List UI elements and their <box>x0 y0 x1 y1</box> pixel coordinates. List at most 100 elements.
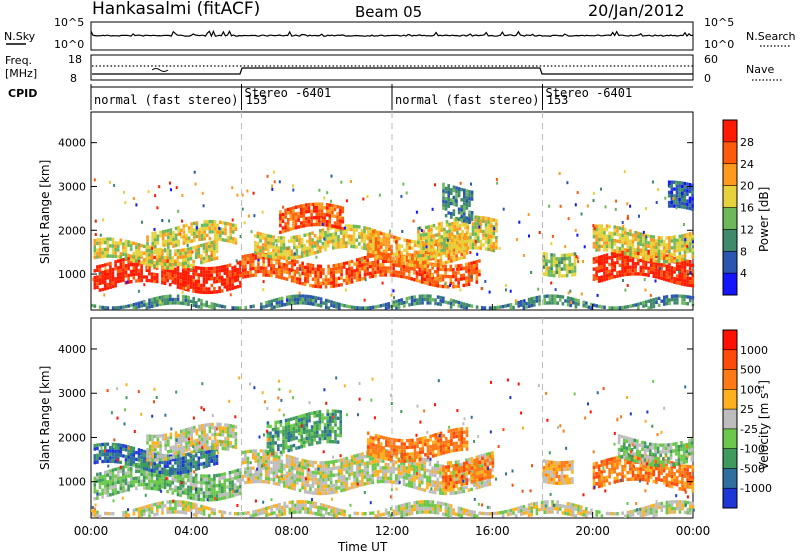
power-cell <box>194 245 198 249</box>
power-cell <box>338 215 342 220</box>
power-cell <box>306 298 310 302</box>
velocity-cell <box>306 473 310 477</box>
power-cell <box>614 207 617 211</box>
power-cell <box>530 270 533 274</box>
velocity-cell <box>358 483 362 487</box>
power-cell <box>158 255 162 259</box>
power-cell <box>326 240 330 244</box>
power-cell <box>101 264 104 268</box>
cpid-segment-label: normal (fast stereo) 153 <box>94 93 267 107</box>
power-cell <box>573 269 577 273</box>
power-cell <box>246 271 250 275</box>
power-cell <box>336 215 339 219</box>
power-cell <box>610 235 614 239</box>
power-cell <box>375 256 378 260</box>
velocity-cell <box>270 467 273 471</box>
power-cell <box>119 241 123 246</box>
power-cell <box>239 260 242 264</box>
power-cell <box>319 304 323 308</box>
power-cell <box>366 267 369 270</box>
power-cell <box>320 202 324 206</box>
power-cell <box>298 291 301 295</box>
power-cell <box>259 232 262 236</box>
power-cell <box>566 181 569 185</box>
power-cell <box>551 301 554 305</box>
power-cell <box>365 226 369 231</box>
power-cell <box>668 265 671 269</box>
power-cell <box>552 253 556 257</box>
power-cell <box>675 264 679 268</box>
velocity-cell <box>153 480 156 484</box>
power-cell <box>145 252 149 256</box>
power-cell <box>629 229 632 233</box>
power-cell <box>652 242 656 246</box>
power-cell <box>629 249 632 254</box>
velocity-cell <box>259 456 263 460</box>
velocity-cell <box>174 455 178 459</box>
power-cell <box>122 242 125 246</box>
power-cell <box>631 265 635 269</box>
velocity-cell <box>142 456 146 460</box>
power-cell <box>405 258 408 263</box>
power-cell <box>520 300 523 304</box>
velocity-cell <box>358 480 362 484</box>
power-cell <box>447 256 451 260</box>
velocity-cell <box>122 489 125 493</box>
velocity-cell <box>200 484 203 488</box>
power-cell <box>437 246 441 250</box>
velocity-cell <box>98 443 102 447</box>
power-cell <box>163 266 167 270</box>
velocity-cell <box>166 483 169 487</box>
power-cell <box>336 225 339 229</box>
power-cell <box>328 214 331 218</box>
velocity-cell <box>280 469 284 474</box>
power-cell <box>282 236 286 240</box>
velocity-cell <box>262 480 265 484</box>
velocity-cell <box>124 458 128 462</box>
velocity-cell <box>185 434 188 439</box>
power-cell <box>556 301 559 305</box>
power-cell <box>163 274 167 279</box>
power-cell <box>206 226 209 231</box>
power-cell <box>463 195 466 199</box>
velocity-cell <box>340 465 343 469</box>
power-cell <box>463 233 467 237</box>
velocity-cell <box>234 425 238 429</box>
power-cell <box>476 252 479 256</box>
power-cell <box>369 232 373 237</box>
power-cell <box>376 260 380 264</box>
velocity-cell <box>275 458 278 462</box>
power-cell <box>567 217 570 221</box>
power-cell <box>277 258 281 262</box>
velocity-cell <box>127 488 130 492</box>
power-cell <box>629 239 632 243</box>
power-cell <box>306 249 309 254</box>
power-cell <box>603 248 606 252</box>
velocity-cell <box>324 464 328 468</box>
velocity-cell <box>192 479 195 484</box>
power-cell <box>202 277 206 281</box>
power-cell <box>298 264 302 268</box>
power-cell <box>154 194 157 198</box>
power-cell <box>420 273 424 277</box>
power-cell <box>463 222 467 227</box>
power-cell <box>457 193 461 198</box>
power-cell <box>296 280 299 284</box>
power-cell <box>681 282 684 286</box>
power-cell <box>421 254 425 258</box>
power-cell <box>135 259 138 263</box>
velocity-cell <box>164 447 167 451</box>
power-cell <box>298 281 302 285</box>
velocity-cell <box>198 434 201 439</box>
power-cell <box>371 267 375 272</box>
power-cell <box>452 202 456 206</box>
power-cell <box>547 273 551 277</box>
velocity-cell <box>164 443 167 448</box>
power-cell <box>324 285 328 289</box>
power-cell <box>194 248 198 253</box>
power-cell <box>342 238 345 242</box>
velocity-cell <box>203 440 206 444</box>
power-cell <box>220 268 224 273</box>
power-cell <box>350 266 354 270</box>
power-cell <box>142 261 146 266</box>
